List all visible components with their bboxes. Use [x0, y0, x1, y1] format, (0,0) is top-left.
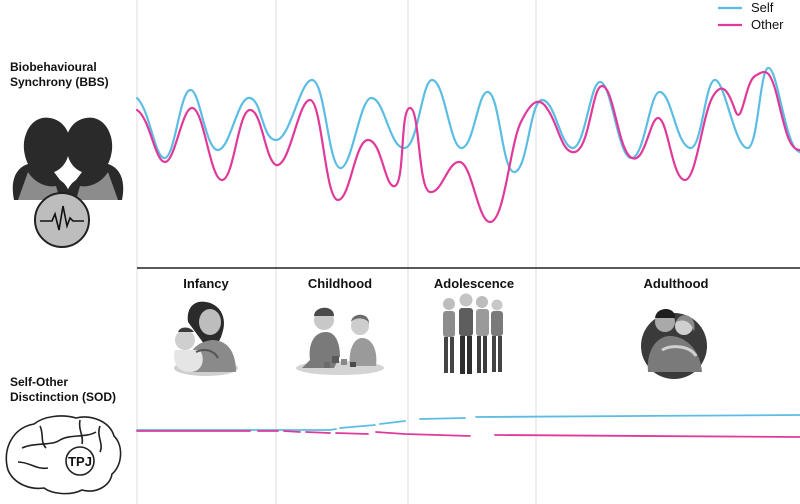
sod-lines	[136, 414, 800, 438]
stage-label-childhood: Childhood	[308, 276, 372, 291]
mother-holding-baby-illustration	[174, 301, 238, 376]
bbs-row-label: Biobehavioural Synchrony (BBS)	[10, 60, 109, 90]
bbs-label-line2: Synchrony (BBS)	[10, 75, 109, 89]
sod-other-line-seg3	[283, 430, 301, 433]
stage-label-adulthood: Adulthood	[644, 276, 709, 291]
tpj-label: TPJ	[68, 454, 92, 469]
faces-with-heartbeat-icon	[12, 117, 124, 248]
embracing-couple-illustration	[641, 309, 707, 379]
life-stage-labels: Infancy Childhood Adolescence Adulthood	[183, 276, 708, 291]
brain-icon	[5, 415, 122, 495]
sod-label-line2: Disctinction (SOD)	[10, 390, 117, 404]
bbs-curves	[135, 66, 800, 224]
stage-label-adolescence: Adolescence	[434, 276, 514, 291]
sod-self-line-seg2	[339, 424, 376, 429]
bbs-label-line1: Biobehavioural	[10, 60, 97, 74]
sod-self-line-seg5	[475, 414, 800, 418]
sod-self-line-seg3	[379, 420, 406, 425]
legend: Self Other	[718, 0, 784, 32]
sod-self-line-seg1	[136, 428, 337, 431]
teenagers-group-illustration	[443, 293, 503, 374]
sod-other-line-seg7	[494, 434, 800, 438]
sod-label-line1: Self-Other	[10, 375, 69, 389]
stage-gridlines	[136, 0, 537, 504]
legend-other-label: Other	[751, 17, 784, 32]
bbs-other-curve	[135, 70, 800, 224]
sod-other-line-seg5	[335, 432, 369, 435]
sod-self-line-seg4	[419, 417, 466, 420]
sod-row-label: Self-Other Disctinction (SOD)	[10, 375, 116, 405]
bbs-self-curve	[135, 66, 800, 174]
children-playing-illustration	[296, 307, 384, 375]
sod-other-line-seg6	[375, 431, 471, 437]
stage-label-infancy: Infancy	[183, 276, 229, 291]
legend-self-label: Self	[751, 0, 774, 15]
sod-other-line-seg4	[305, 431, 331, 434]
